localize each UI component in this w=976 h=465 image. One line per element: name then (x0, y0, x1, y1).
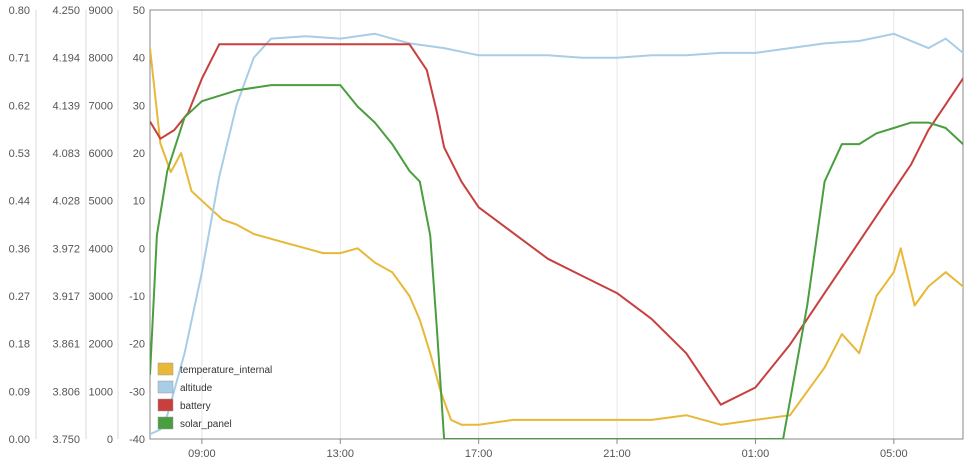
y-tick-label-altitude: 7000 (89, 100, 113, 112)
y-tick-label-solar_panel: 0.00 (9, 434, 30, 446)
y-tick-label-altitude: 1000 (89, 386, 113, 398)
y-tick-label-altitude: 2000 (89, 339, 113, 351)
x-tick-label: 21:00 (603, 448, 631, 460)
x-tick-label: 17:00 (465, 448, 493, 460)
y-tick-label-altitude: 4000 (89, 243, 113, 255)
y-tick-label-temperature_internal: 10 (133, 196, 145, 208)
y-tick-label-temperature_internal: 20 (133, 148, 145, 160)
legend-item-battery[interactable]: battery (157, 398, 211, 412)
y-tick-label-altitude: 6000 (89, 148, 113, 160)
legend-swatch (157, 362, 174, 376)
legend-swatch (157, 380, 174, 394)
y-tick-label-solar_panel: 0.18 (9, 339, 30, 351)
y-tick-label-solar_panel: 0.09 (9, 386, 30, 398)
y-axes: 0.00 0.09 0.18 0.27 0.36 0.44 0.53 0.62 0.71 0.80… (9, 5, 145, 446)
y-tick-label-solar_panel: 0.53 (9, 148, 30, 160)
y-tick-label-solar_panel: 0.80 (9, 5, 30, 17)
y-tick-label-temperature_internal: -20 (129, 339, 145, 351)
y-tick-label-battery: 4.139 (52, 100, 80, 112)
y-tick-label-temperature_internal: 30 (133, 100, 145, 112)
y-tick-label-battery: 3.917 (52, 291, 80, 303)
x-tick-label: 01:00 (742, 448, 770, 460)
x-tick-label: 13:00 (327, 448, 355, 460)
legend-swatch (157, 416, 174, 430)
legend-label: battery (180, 401, 211, 412)
y-tick-label-solar_panel: 0.44 (9, 196, 30, 208)
y-tick-label-temperature_internal: 50 (133, 5, 145, 17)
y-tick-label-battery: 3.750 (52, 434, 80, 446)
legend-item-temperature-internal[interactable]: temperature_internal (157, 362, 272, 376)
y-tick-label-altitude: 5000 (89, 196, 113, 208)
y-tick-label-temperature_internal: -30 (129, 386, 145, 398)
y-tick-label-solar_panel: 0.27 (9, 291, 30, 303)
y-tick-label-altitude: 3000 (89, 291, 113, 303)
series-line-temperature-internal (150, 47, 963, 426)
y-tick-label-battery: 3.861 (52, 339, 80, 351)
y-tick-label-solar_panel: 0.36 (9, 243, 30, 255)
y-tick-label-altitude: 9000 (89, 5, 113, 17)
legend-swatch (157, 398, 174, 412)
y-tick-label-altitude: 8000 (89, 53, 113, 65)
x-tick-label: 05:00 (880, 448, 908, 460)
legend[interactable]: temperature_internal altitude battery solar… (157, 362, 272, 430)
y-tick-label-battery: 4.083 (52, 148, 80, 160)
y-tick-label-battery: 4.028 (52, 196, 80, 208)
legend-label: solar_panel (180, 419, 232, 430)
legend-item-solar-panel[interactable]: solar_panel (157, 416, 232, 430)
y-tick-label-solar_panel: 0.62 (9, 100, 30, 112)
series-layer (150, 32, 963, 439)
y-tick-label-temperature_internal: 40 (133, 53, 145, 65)
series-line-battery (150, 43, 963, 406)
y-tick-label-battery: 4.250 (52, 5, 80, 17)
y-tick-label-temperature_internal: -40 (129, 434, 145, 446)
legend-label: temperature_internal (180, 365, 272, 376)
y-tick-label-battery: 4.194 (52, 53, 80, 65)
x-tick-label: 09:00 (188, 448, 216, 460)
y-tick-label-temperature_internal: -10 (129, 291, 145, 303)
vertical-gridlines (201, 10, 895, 439)
y-tick-label-solar_panel: 0.71 (9, 53, 30, 65)
y-tick-label-battery: 3.972 (52, 243, 80, 255)
series-line-altitude (150, 32, 963, 436)
y-tick-label-battery: 3.806 (52, 386, 80, 398)
series-line-solar-panel (150, 84, 963, 439)
legend-label: altitude (180, 383, 213, 394)
legend-item-altitude[interactable]: altitude (157, 380, 213, 394)
y-tick-label-altitude: 0 (107, 434, 113, 446)
y-tick-label-temperature_internal: 0 (139, 243, 145, 255)
